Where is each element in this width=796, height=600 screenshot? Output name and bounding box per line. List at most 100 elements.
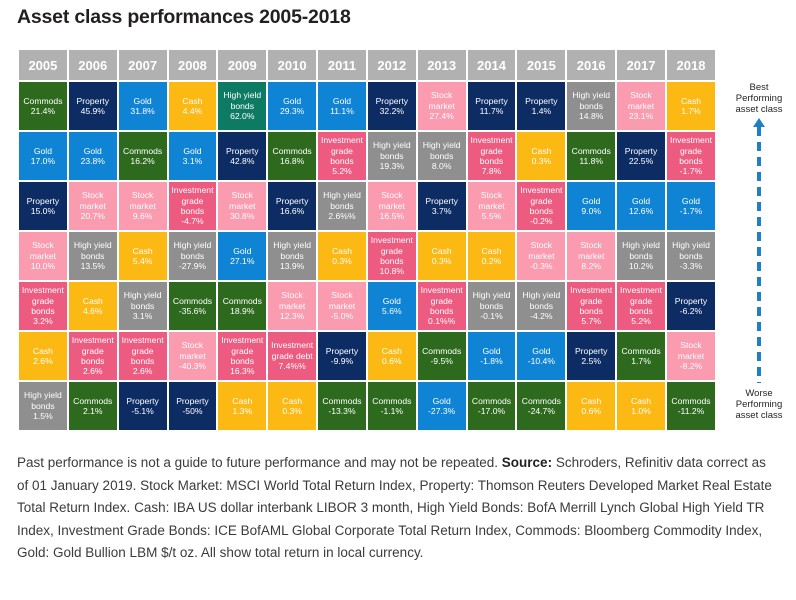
cell-return-value: -0.3% [530,261,553,272]
cell-return-value: 13.5% [80,261,105,272]
cell-2012-rank7: Commods -1.1% [367,382,416,430]
legend-best-line3: asset class [735,104,783,115]
cell-2011-rank3: High yield bonds 2.6%% [318,182,366,230]
cell-2007-rank4: Cash 5.4% [118,232,167,280]
cell-asset-label: Investment grade bonds [470,135,513,166]
cell-return-value: 16.8% [279,156,305,166]
cell-return-value: 2.6% [132,366,153,377]
cell-return-value: 8.2% [581,261,601,272]
cell-asset-label: Gold [332,95,352,106]
cell-return-value: 15.0% [30,206,56,216]
cell-asset-label: Gold [532,345,551,356]
cell-return-value: -4.7% [181,216,204,227]
cell-return-value: 7.8% [481,166,502,177]
legend-worse-line2: Performing [735,399,783,410]
cell-2006-rank3: Stock market 20.7% [68,182,117,230]
cell-return-value: 16.6% [279,206,305,216]
cell-2013-rank3: Property 3.7% [417,182,466,230]
cell-asset-label: Cash [282,395,303,406]
cell-asset-label: Property [674,295,708,306]
cell-return-value: -4.2% [530,311,553,322]
cell-2005-rank6: Cash 2.6% [19,332,67,380]
cell-2008-rank5: Commods -35.6% [168,282,217,330]
year-header-row: 2005 2006 2007 2008 2009 2010 2011 2012 2013 2014… [19,50,715,80]
cell-return-value: 3.1% [132,311,153,322]
year-header-2006: 2006 [68,50,117,80]
year-header-2013: 2013 [417,50,466,80]
cell-asset-label: Commods [272,145,312,156]
cell-2007-rank3: Stock market 9.6% [118,182,167,230]
cell-return-value: 0.3% [531,156,552,166]
cell-2014-rank1: Property 11.7% [467,82,516,130]
cell-asset-label: Stock market [129,190,156,211]
cell-asset-label: Commods [571,145,611,156]
cell-asset-label: Investment grade bonds [121,335,164,366]
cell-asset-label: High yield bonds [672,240,710,261]
cell-asset-label: Gold [631,195,651,206]
cell-asset-label: Gold [33,145,52,156]
cell-return-value: -0.1% [480,311,503,322]
cell-asset-label: Commods [172,295,213,306]
cell-2011-rank2: Investment grade bonds 5.2% [318,132,366,180]
cell-2018-rank4: High yield bonds -3.3% [666,232,715,280]
cell-return-value: 13.9% [279,261,305,272]
cell-asset-label: Property [375,95,409,106]
cell-2005-rank4: Stock market 10.0% [19,232,67,280]
cell-return-value: 1.7% [681,106,701,116]
cell-2018-rank6: Stock market -8.2% [666,332,715,380]
cell-2015-rank6: Gold -10.4% [517,332,566,380]
cell-asset-label: High yield bonds [422,140,461,161]
cell-2009-rank6: Investment grade bonds 16.3% [218,332,267,380]
cell-return-value: 0.3% [332,256,352,266]
cell-return-value: 7.4%% [278,361,306,372]
cell-return-value: 45.9% [80,106,105,116]
cell-2005-rank1: Commods 21.4% [19,82,67,130]
cell-2016-rank2: Commods 11.8% [567,132,616,180]
cell-return-value: 32.2% [379,106,405,116]
cell-return-value: 10.2% [628,261,654,272]
cell-2005-rank7: High yield bonds 1.5% [19,382,67,430]
cell-return-value: 9.6% [132,211,153,222]
cell-return-value: 23.1% [628,111,654,122]
cell-2005-rank2: Gold 17.0% [19,132,67,180]
cell-2017-rank7: Cash 1.0% [617,382,665,430]
cell-2018-rank2: Investment grade bonds -1.7% [666,132,715,180]
cell-asset-label: Commods [123,145,163,156]
cell-asset-label: Stock market [279,290,306,311]
cell-return-value: 11.8% [579,156,604,166]
cell-return-value: -11.2% [677,406,705,416]
cell-asset-label: Cash [182,95,203,106]
footnote-disclaimer: Past performance is not a guide to futur… [17,455,502,470]
cell-return-value: 5.7% [581,316,601,327]
cell-asset-label: High yield bonds [24,390,62,411]
cell-asset-label: High yield bonds [323,190,361,211]
cell-2006-rank2: Gold 23.8% [68,132,117,180]
cell-return-value: 21.4% [30,106,56,116]
cell-return-value: 5.4% [132,256,153,266]
year-header-2014: 2014 [467,50,516,80]
cell-asset-label: Commods [23,95,63,106]
year-header-2015: 2015 [517,50,566,80]
cell-2017-rank3: Gold 12.6% [617,182,665,230]
cell-asset-label: Gold [432,395,451,406]
cell-2006-rank7: Commods 2.1% [68,382,117,430]
cell-return-value: 9.0% [581,206,601,216]
cell-2006-rank1: Property 45.9% [68,82,117,130]
cell-asset-label: Property [325,345,359,356]
cell-2010-rank4: High yield bonds 13.9% [268,232,317,280]
cell-2010-rank1: Gold 29.3% [268,82,317,130]
cell-return-value: 11.7% [479,106,504,116]
cell-asset-label: Investment grade bonds [370,235,413,266]
cell-2008-rank1: Cash 4.4% [168,82,217,130]
rank-row-5: Investment grade bonds 3.2% Cash 4.6% High y… [19,282,715,330]
cell-return-value: 17.0% [30,156,56,166]
cell-return-value: -9.5% [430,356,453,366]
cell-return-value: 2.6% [33,356,53,366]
cell-asset-label: Commods [222,295,262,306]
cell-asset-label: High yield bonds [123,290,162,311]
cell-2015-rank3: Investment grade bonds -0.2% [517,182,566,230]
cell-asset-label: Stock market [328,290,356,311]
cell-return-value: -27.9% [178,261,207,272]
cell-2005-rank3: Property 15.0% [19,182,67,230]
cell-return-value: 30.8% [230,211,255,222]
